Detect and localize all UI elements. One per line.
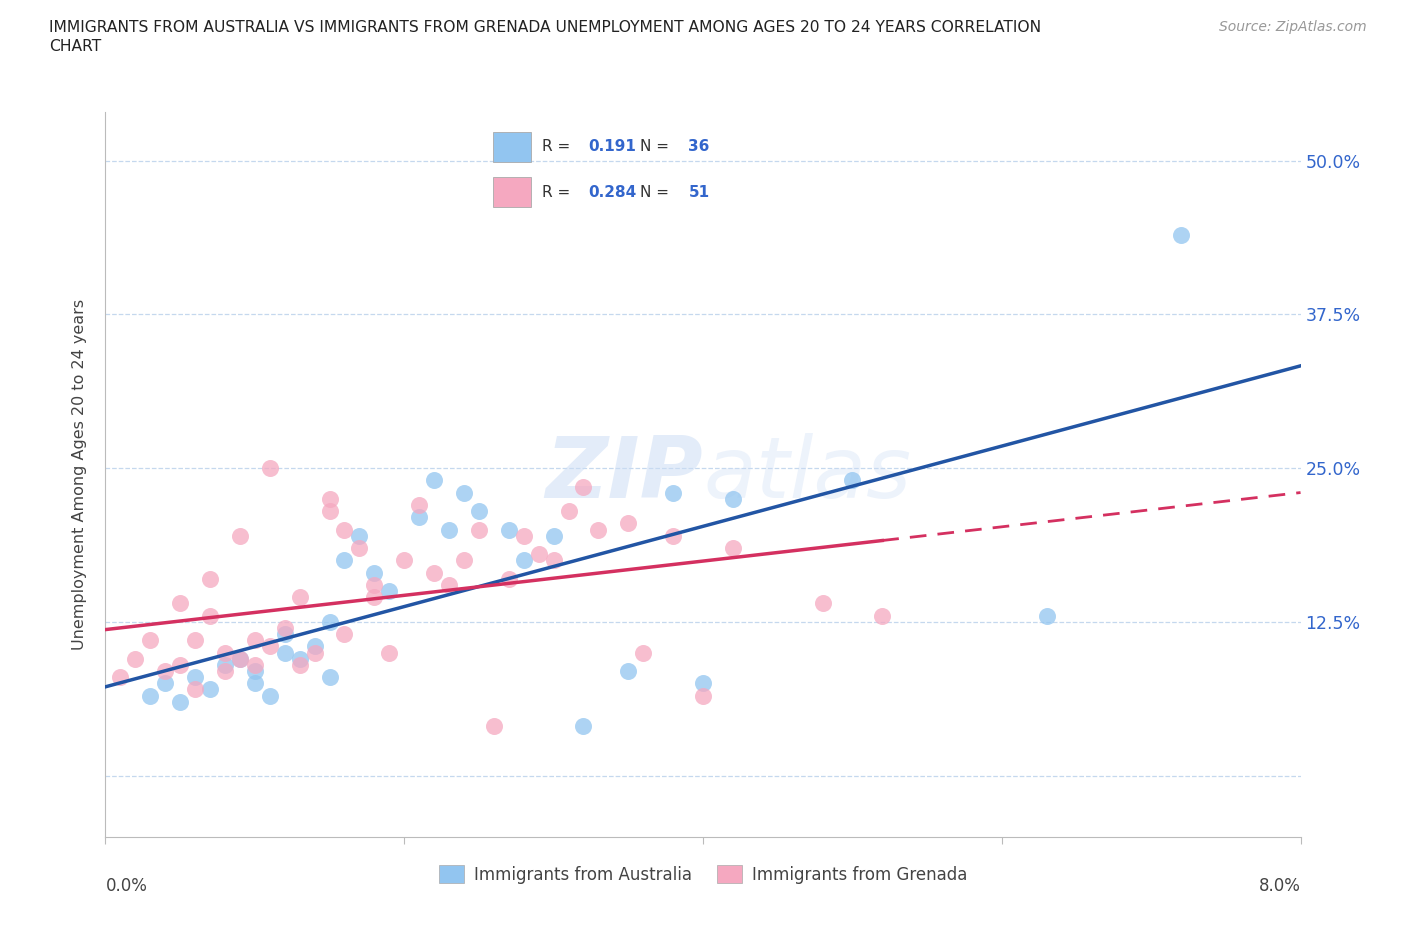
Point: [124, 651, 146, 666]
Point: [333, 627, 356, 642]
Point: [423, 565, 446, 580]
Point: [408, 498, 430, 512]
Point: [527, 547, 550, 562]
Point: [721, 491, 744, 506]
Point: [662, 528, 685, 543]
Point: [363, 590, 385, 604]
Point: [304, 645, 326, 660]
Point: [811, 596, 834, 611]
Point: [288, 590, 311, 604]
Point: [243, 664, 266, 679]
Point: [392, 553, 416, 568]
Point: [468, 522, 491, 537]
Point: [482, 719, 505, 734]
Point: [870, 608, 894, 623]
Point: [498, 571, 520, 586]
Point: [378, 645, 401, 660]
Point: [453, 553, 475, 568]
Point: [214, 658, 236, 672]
Point: [259, 460, 281, 475]
Text: CHART: CHART: [49, 39, 101, 54]
Point: [110, 670, 132, 684]
Point: [363, 578, 385, 592]
Point: [692, 688, 714, 703]
Point: [543, 553, 565, 568]
Point: [498, 522, 520, 537]
Point: [721, 540, 744, 555]
Point: [243, 632, 266, 647]
Point: [318, 491, 340, 506]
Point: [229, 651, 252, 666]
Point: [139, 688, 162, 703]
Point: [572, 479, 595, 494]
Point: [184, 670, 207, 684]
Point: [513, 553, 536, 568]
Point: [273, 627, 295, 642]
Point: [259, 688, 281, 703]
Point: [169, 658, 191, 672]
Point: [318, 504, 340, 519]
Point: [198, 682, 221, 697]
Point: [692, 676, 714, 691]
Point: [662, 485, 685, 500]
Point: [378, 584, 401, 599]
Point: [273, 620, 295, 635]
Point: [513, 528, 536, 543]
Point: [543, 528, 565, 543]
Text: IMMIGRANTS FROM AUSTRALIA VS IMMIGRANTS FROM GRENADA UNEMPLOYMENT AMONG AGES 20 : IMMIGRANTS FROM AUSTRALIA VS IMMIGRANTS …: [49, 20, 1042, 35]
Point: [214, 664, 236, 679]
Text: 0.0%: 0.0%: [105, 877, 148, 895]
Point: [588, 522, 610, 537]
Point: [363, 565, 385, 580]
Point: [408, 510, 430, 525]
Point: [304, 639, 326, 654]
Legend: Immigrants from Australia, Immigrants from Grenada: Immigrants from Australia, Immigrants fr…: [432, 858, 974, 890]
Point: [153, 676, 177, 691]
Point: [198, 608, 221, 623]
Point: [318, 615, 340, 630]
Point: [229, 651, 252, 666]
Point: [139, 632, 162, 647]
Point: [349, 540, 371, 555]
Point: [184, 632, 207, 647]
Point: [1035, 608, 1057, 623]
Point: [229, 528, 252, 543]
Text: ZIP: ZIP: [546, 432, 703, 516]
Point: [318, 670, 340, 684]
Point: [169, 695, 191, 710]
Point: [841, 473, 863, 488]
Point: [468, 504, 491, 519]
Point: [572, 719, 595, 734]
Point: [243, 676, 266, 691]
Text: Source: ZipAtlas.com: Source: ZipAtlas.com: [1219, 20, 1367, 34]
Point: [288, 658, 311, 672]
Point: [349, 528, 371, 543]
Point: [423, 473, 446, 488]
Text: atlas: atlas: [703, 432, 911, 516]
Point: [1170, 227, 1192, 242]
Point: [273, 645, 295, 660]
Point: [288, 651, 311, 666]
Point: [333, 553, 356, 568]
Point: [631, 645, 654, 660]
Point: [198, 571, 221, 586]
Point: [243, 658, 266, 672]
Point: [169, 596, 191, 611]
Point: [153, 664, 177, 679]
Point: [184, 682, 207, 697]
Point: [259, 639, 281, 654]
Point: [437, 578, 460, 592]
Point: [617, 664, 640, 679]
Point: [214, 645, 236, 660]
Point: [437, 522, 460, 537]
Point: [453, 485, 475, 500]
Point: [617, 516, 640, 531]
Text: 8.0%: 8.0%: [1258, 877, 1301, 895]
Point: [333, 522, 356, 537]
Y-axis label: Unemployment Among Ages 20 to 24 years: Unemployment Among Ages 20 to 24 years: [72, 299, 87, 650]
Point: [557, 504, 579, 519]
